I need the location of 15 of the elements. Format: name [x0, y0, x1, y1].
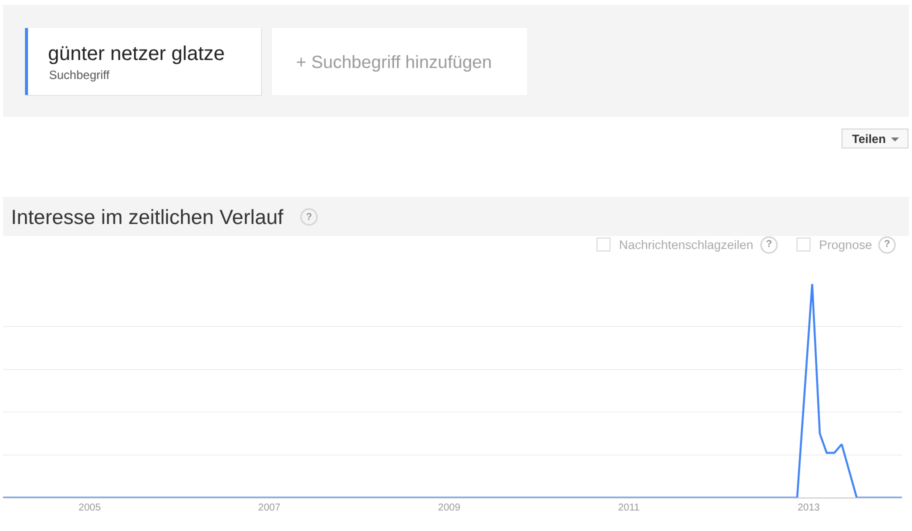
text: ?	[884, 239, 890, 250]
x-tick-label: 2005	[78, 502, 102, 514]
text: Teilen	[852, 132, 886, 146]
x-tick-label: 2013	[798, 502, 820, 514]
text: Nachrichtenschlagzeilen	[619, 238, 754, 252]
x-tick-label: 2011	[618, 502, 640, 514]
text: Suchbegriff	[49, 68, 110, 82]
x-tick-label: 2009	[438, 502, 461, 514]
text: Prognose	[819, 238, 872, 252]
text: ?	[306, 212, 312, 223]
text: ?	[766, 239, 772, 250]
text: günter netzer glatze	[48, 43, 225, 65]
chart-title: Interesse im zeitlichen Verlauf	[11, 206, 284, 230]
text: + Suchbegriff hinzufügen	[296, 52, 492, 72]
x-tick-label: 2007	[258, 502, 281, 514]
